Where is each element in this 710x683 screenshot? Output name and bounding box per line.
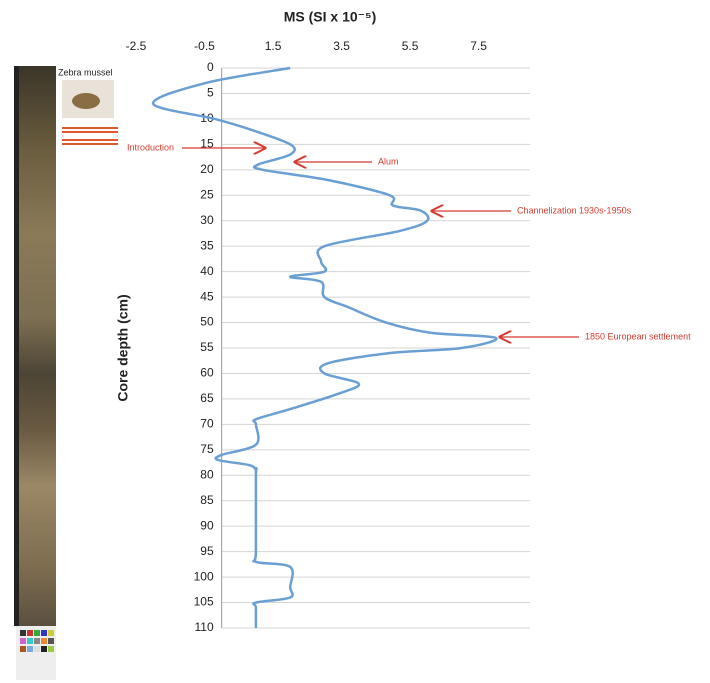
x-tick-label: 1.5 (265, 39, 282, 53)
y-tick-label: 65 (200, 391, 214, 405)
mussel-layers (62, 127, 118, 145)
y-tick-label: 40 (200, 264, 214, 278)
y-tick-label: 100 (194, 569, 214, 583)
chart-title: MS (SI x 10⁻⁵) (284, 9, 377, 25)
y-tick-label: 110 (195, 620, 214, 634)
core-photo (14, 66, 56, 626)
annotation: 1850 European settlement (585, 331, 691, 341)
annotation: Channelization 1930s-1950s (517, 205, 632, 215)
y-tick-label: 15 (200, 137, 214, 151)
core-ruler (14, 66, 19, 626)
x-tick-label: -0.5 (194, 39, 215, 53)
y-tick-label: 70 (200, 417, 214, 431)
x-tick-label: -2.5 (126, 39, 147, 53)
y-tick-label: 0 (207, 60, 214, 74)
y-tick-label: 20 (200, 162, 214, 176)
y-tick-label: 80 (200, 467, 214, 481)
x-tick-label: 7.5 (470, 39, 487, 53)
y-tick-label: 90 (200, 518, 214, 532)
image-label: Zebra mussel (58, 67, 113, 77)
x-tick-label: 3.5 (333, 39, 350, 53)
mussel (72, 93, 100, 109)
annotation: Introduction (127, 142, 174, 152)
y-tick-label: 50 (200, 315, 214, 329)
y-tick-label: 95 (200, 544, 214, 558)
color-card (16, 626, 56, 680)
y-tick-label: 85 (200, 493, 214, 507)
y-tick-label: 105 (194, 595, 214, 609)
annotation: Alum (378, 156, 399, 166)
y-tick-label: 60 (200, 366, 214, 380)
y-axis-label: Core depth (cm) (115, 294, 131, 401)
y-tick-label: 55 (200, 340, 214, 354)
y-tick-label: 25 (200, 187, 214, 201)
x-tick-label: 5.5 (402, 39, 419, 53)
y-tick-label: 45 (200, 289, 214, 303)
y-tick-label: 30 (200, 213, 214, 227)
y-tick-label: 5 (207, 86, 214, 100)
data-line (151, 66, 498, 628)
y-tick-label: 75 (200, 442, 214, 456)
y-tick-label: 35 (200, 238, 214, 252)
